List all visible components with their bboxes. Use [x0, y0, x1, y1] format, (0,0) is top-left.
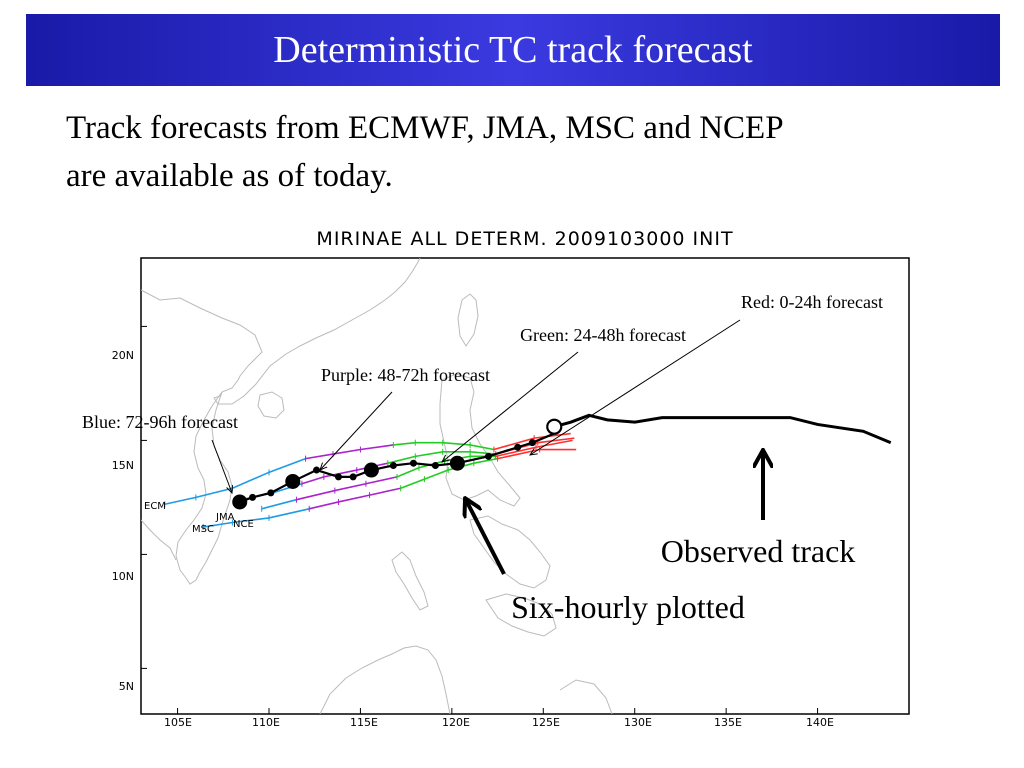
annotation-purple-arrow: [320, 391, 393, 470]
model-labels: ECM JMA MSC NCE: [144, 501, 254, 535]
six-hourly-point: [484, 452, 492, 460]
vietnam-coast: [175, 391, 233, 585]
six-hourly-point: [334, 473, 342, 481]
six-hourly-point: [431, 461, 439, 469]
annotation-green: Green: 24-48h forecast: [520, 325, 686, 345]
hainan-island: [257, 391, 285, 419]
x-tick-label: 110E: [252, 716, 280, 729]
observed-track-line: [553, 413, 892, 445]
daily-point: [449, 455, 465, 471]
six-hourly-point: [267, 489, 275, 497]
six-hourly-point: [514, 443, 522, 451]
six-hourly-point: [249, 493, 257, 501]
palawan-island: [391, 551, 429, 611]
title-bar: Deterministic TC track forecast: [26, 14, 1000, 86]
y-tick-label: 5N: [119, 680, 134, 693]
y-tick-label: 15N: [112, 459, 134, 472]
forecast-line-nce-blue: [261, 498, 297, 510]
taiwan-island: [457, 293, 479, 347]
slide-title: Deterministic TC track forecast: [273, 29, 753, 71]
annotation-observed: Observed track: [661, 533, 856, 569]
ensemble-mean-track: [239, 432, 555, 503]
model-label-jma: JMA: [215, 512, 235, 523]
luzon-island: [439, 373, 521, 507]
x-tick-label: 135E: [714, 716, 742, 729]
subtitle-line-2: are available as of today.: [66, 158, 393, 194]
six-hourly-point: [528, 439, 536, 447]
y-tick-label: 10N: [112, 570, 134, 583]
annotation-green-arrow: [442, 351, 579, 462]
x-axis: 105E 110E 115E 120E 125E 130E 135E 140E: [164, 716, 834, 729]
forecast-line-nce-purple: [296, 476, 398, 501]
x-tick-label: 125E: [532, 716, 560, 729]
six-hourly-point: [349, 473, 357, 481]
plot-frame: [140, 257, 910, 715]
y-tick-label: 20N: [112, 349, 134, 362]
daily-point: [232, 494, 248, 510]
forecast-line-ecm-purple: [305, 444, 394, 460]
daily-point: [363, 462, 379, 478]
six-hourly-point: [313, 466, 321, 474]
gulf-thailand: [141, 519, 177, 561]
six-hourly-point: [389, 461, 397, 469]
annotation-blue-arrow: [211, 439, 232, 493]
forecast-line-msc-purple: [309, 487, 401, 510]
mindanao-island: [485, 593, 557, 637]
annotation-red: Red: 0-24h forecast: [741, 292, 883, 312]
sulawesi-coast: [559, 679, 613, 714]
daily-point: [285, 473, 301, 489]
model-label-msc: MSC: [192, 524, 214, 535]
model-label-ecm: ECM: [144, 501, 166, 512]
annotation-blue: Blue: 72-96h forecast: [82, 412, 238, 432]
annotation-six-hourly: Six-hourly plotted: [511, 589, 745, 625]
china-coast: [141, 258, 421, 405]
six-hourly-point: [409, 459, 417, 467]
slide-subtitle: Track forecasts from ECMWF, JMA, MSC and…: [66, 104, 966, 200]
tick-marks: [141, 325, 819, 714]
borneo-coast: [319, 645, 451, 714]
model-label-nce: NCE: [233, 519, 254, 530]
y-axis: 5N 10N 15N 20N: [112, 349, 134, 693]
observed-track-layer: [546, 413, 892, 445]
annotations: Red: 0-24h forecast Green: 24-48h foreca…: [82, 292, 883, 625]
initial-position-marker: [546, 418, 563, 435]
x-tick-label: 140E: [806, 716, 834, 729]
forecast-line-msc-blue: [203, 508, 310, 528]
x-tick-label: 120E: [442, 716, 470, 729]
six-hourly-arrow: [466, 500, 506, 575]
x-tick-label: 115E: [350, 716, 378, 729]
annotation-purple: Purple: 48-72h forecast: [321, 365, 490, 385]
coastlines: [141, 258, 613, 714]
forecast-points-layer: [232, 432, 555, 510]
subtitle-line-1: Track forecasts from ECMWF, JMA, MSC and…: [66, 110, 784, 146]
x-tick-label: 105E: [164, 716, 192, 729]
annotation-red-arrow: [530, 319, 741, 455]
chart-title: MIRINAE ALL DETERM. 2009103000 INIT: [316, 228, 733, 250]
philippines-central: [469, 515, 551, 589]
x-tick-label: 130E: [624, 716, 652, 729]
